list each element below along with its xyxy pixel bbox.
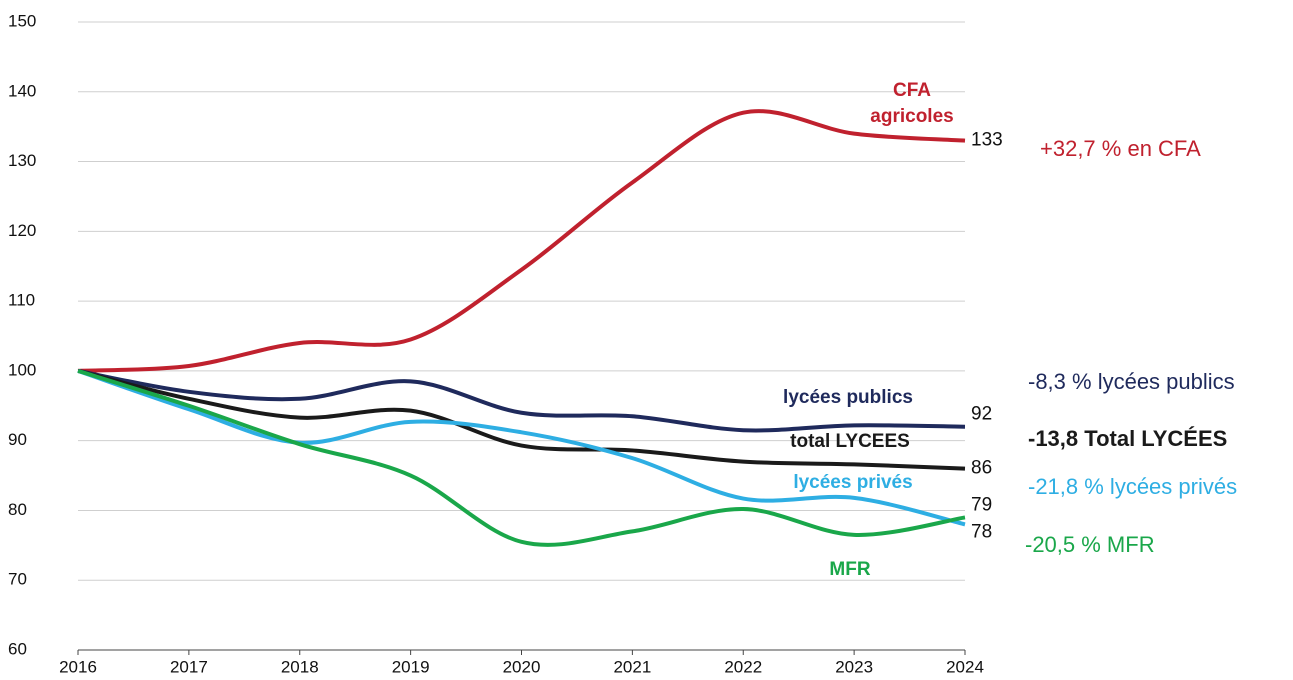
annotation: -8,3 % lycées publics — [1028, 369, 1235, 394]
x-tick-label: 2018 — [281, 657, 319, 676]
data-label: 133 — [971, 130, 1003, 151]
annotation: -20,5 % MFR — [1025, 532, 1155, 557]
series-label: MFR — [829, 559, 871, 580]
line — [77, 368, 966, 471]
y-tick-label: 120 — [8, 221, 36, 240]
y-tick-label: 110 — [8, 291, 35, 310]
y-tick-label: 100 — [8, 360, 36, 379]
data-label: 86 — [971, 458, 992, 479]
y-tick-label: 60 — [8, 639, 27, 658]
data-label: 78 — [971, 521, 992, 542]
x-tick-label: 2017 — [170, 657, 208, 676]
annotation: +32,7 % en CFA — [1040, 136, 1201, 161]
data-label: 79 — [971, 494, 992, 515]
x-tick-label: 2019 — [392, 657, 430, 676]
annotation: -21,8 % lycées privés — [1028, 474, 1237, 499]
line — [77, 368, 966, 547]
line — [77, 109, 966, 373]
series-label: CFA agricoles — [870, 80, 954, 127]
y-tick-label: 150 — [8, 11, 36, 30]
x-tick-label: 2022 — [724, 657, 762, 676]
x-tick-label: 2021 — [613, 657, 651, 676]
data-label: 92 — [971, 404, 992, 425]
line — [77, 368, 966, 527]
y-tick-label: 90 — [8, 430, 27, 449]
y-tick-label: 80 — [8, 500, 27, 519]
x-tick-label: 2023 — [835, 657, 873, 676]
series-label: lycées publics — [783, 387, 913, 408]
y-tick-label: 130 — [8, 151, 36, 170]
x-tick-label: 2016 — [59, 657, 97, 676]
x-tick-label: 2020 — [503, 657, 541, 676]
series-label: total LYCEES — [790, 431, 910, 452]
y-tick-label: 140 — [8, 81, 36, 100]
x-tick-label: 2024 — [946, 657, 984, 676]
line — [77, 368, 966, 433]
annotation: -13,8 Total LYCÉES — [1028, 426, 1227, 451]
series-label: lycées privés — [793, 472, 913, 493]
y-tick-label: 70 — [8, 570, 27, 589]
